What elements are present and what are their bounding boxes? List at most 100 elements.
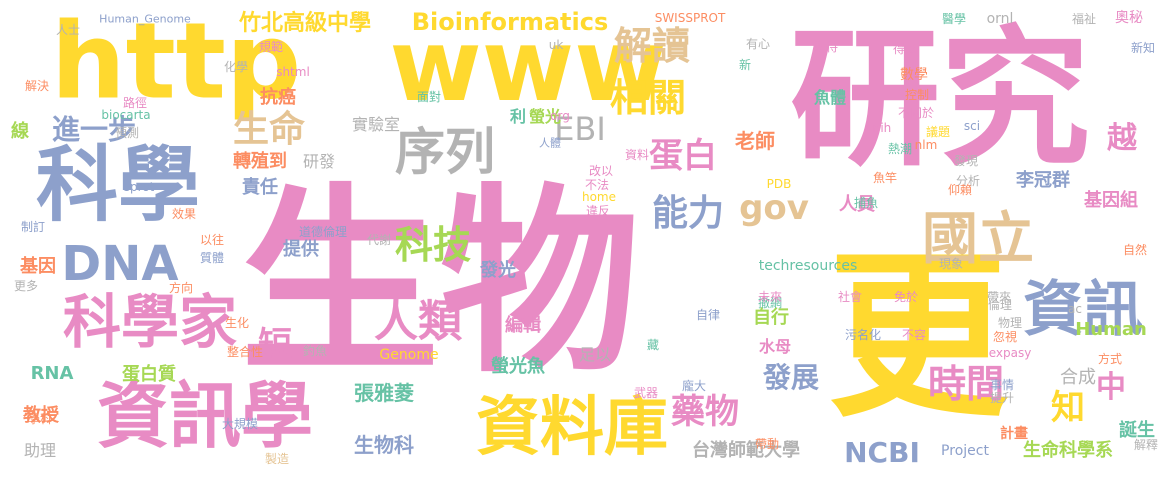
cloud-word: 醫學 bbox=[941, 12, 967, 26]
cloud-word: gov bbox=[739, 188, 809, 228]
cloud-word: 生化 bbox=[224, 316, 250, 330]
cloud-word: sci bbox=[963, 119, 981, 133]
cloud-word: 基因 bbox=[20, 256, 56, 277]
cloud-word: 大規模 bbox=[221, 417, 259, 431]
cloud-word: SWISSPROT bbox=[654, 11, 726, 25]
cloud-word: 預測 bbox=[114, 126, 140, 140]
cloud-word: www bbox=[389, 7, 667, 124]
cloud-word: 竹北高級中學 bbox=[238, 11, 372, 36]
cloud-word: 利 bbox=[509, 107, 527, 126]
cloud-word: 生命 bbox=[232, 109, 306, 150]
cloud-word: 社會 bbox=[837, 290, 863, 304]
cloud-word: 短 bbox=[258, 325, 292, 365]
cloud-word: sprot bbox=[123, 180, 155, 194]
cloud-word: Bioinformatics bbox=[411, 8, 609, 36]
cloud-word: 轉殖到 bbox=[233, 151, 287, 172]
cloud-word: 違反 bbox=[585, 204, 611, 218]
cloud-word: 捕魚 bbox=[853, 196, 879, 210]
cloud-word: 龐大 bbox=[681, 379, 707, 393]
cloud-word: 不法 bbox=[584, 178, 610, 192]
cloud-word: 撤網 bbox=[757, 296, 783, 310]
cloud-word: 新知 bbox=[1130, 41, 1156, 55]
cloud-word: 制訂 bbox=[20, 220, 46, 234]
cloud-word: 足以 bbox=[578, 345, 612, 364]
cloud-word: 事情 bbox=[989, 378, 1015, 392]
cloud-word: 自律 bbox=[695, 308, 721, 322]
cloud-word: 倫理 bbox=[987, 298, 1013, 312]
cloud-word: 人體 bbox=[539, 136, 561, 150]
cloud-word: 編輯 bbox=[505, 315, 541, 336]
cloud-word: 研究 bbox=[789, 13, 1091, 187]
cloud-word: 藥物 bbox=[671, 392, 739, 432]
cloud-word: 提供 bbox=[283, 239, 319, 260]
cloud-word: Human bbox=[1075, 319, 1147, 340]
cloud-word: 序列 bbox=[395, 123, 495, 181]
cloud-word: uk bbox=[548, 38, 564, 52]
cloud-word: 台灣師範大學 bbox=[692, 440, 800, 461]
cloud-word: 帶動 bbox=[754, 437, 780, 451]
cloud-word: DNA bbox=[61, 236, 179, 292]
cloud-word: ac bbox=[1068, 302, 1082, 316]
cloud-word: 蛋白質 bbox=[122, 364, 176, 385]
cloud-word: 知 bbox=[1051, 388, 1085, 428]
cloud-word: 計畫 bbox=[1000, 426, 1028, 442]
cloud-word: 不同於 bbox=[897, 106, 935, 120]
cloud-word: 化學 bbox=[223, 60, 249, 74]
cloud-word: 人類 bbox=[374, 296, 462, 347]
cloud-word: 效果 bbox=[171, 207, 197, 221]
cloud-word: 新 bbox=[738, 58, 752, 72]
cloud-word: 科技 bbox=[394, 223, 472, 267]
cloud-word: 人士 bbox=[55, 23, 81, 37]
cloud-word: PDB bbox=[766, 177, 792, 191]
cloud-word: 仰賴 bbox=[947, 183, 973, 197]
cloud-word: 合成 bbox=[1060, 367, 1096, 388]
cloud-word: 魚竿 bbox=[872, 171, 898, 185]
cloud-word: 蛋白 bbox=[649, 136, 717, 176]
cloud-word: 學科 bbox=[27, 412, 53, 426]
cloud-word: 越 bbox=[1107, 121, 1137, 156]
cloud-word: 發光 bbox=[480, 260, 516, 281]
cloud-word: 提升 bbox=[989, 391, 1015, 405]
cloud-word: nlm bbox=[914, 138, 938, 152]
cloud-word: org bbox=[550, 109, 570, 123]
cloud-word: 現象 bbox=[938, 257, 964, 271]
cloud-word: 中 bbox=[1096, 370, 1126, 405]
cloud-word: 免於 bbox=[893, 290, 919, 304]
cloud-word: 能力 bbox=[651, 193, 725, 234]
cloud-word: 福祉 bbox=[1071, 12, 1097, 26]
cloud-word: 解釋 bbox=[1133, 438, 1159, 452]
cloud-word: ornl bbox=[986, 11, 1014, 27]
cloud-word: home bbox=[581, 190, 617, 204]
cloud-word: 發展 bbox=[762, 361, 820, 394]
cloud-word: 藏 bbox=[646, 338, 660, 352]
cloud-word: 研發 bbox=[302, 152, 336, 171]
cloud-word: 釣魚 bbox=[302, 344, 328, 358]
cloud-word: 帶來 bbox=[986, 290, 1012, 304]
cloud-word: 數學 bbox=[900, 67, 928, 83]
cloud-word: 奧秘 bbox=[1115, 10, 1143, 26]
cloud-word: 張雅菱 bbox=[354, 381, 414, 405]
cloud-word: 自行 bbox=[753, 307, 789, 328]
cloud-word: 責任 bbox=[242, 177, 278, 198]
cloud-word: 魚體 bbox=[813, 88, 847, 107]
cloud-word: 李冠群 bbox=[1016, 170, 1070, 191]
cloud-word: 資料 bbox=[624, 148, 650, 162]
cloud-word: expasy bbox=[988, 346, 1032, 360]
cloud-word: 抗癌 bbox=[260, 87, 296, 108]
cloud-word: 面對 bbox=[416, 90, 442, 104]
cloud-word: 水母 bbox=[758, 337, 792, 356]
cloud-word: 資訊 bbox=[1023, 275, 1143, 345]
cloud-word: 助理 bbox=[23, 441, 57, 460]
cloud-word: nih bbox=[872, 121, 892, 135]
cloud-word: 未來 bbox=[757, 290, 783, 304]
cloud-word: 國立 bbox=[922, 207, 1034, 272]
cloud-word: 生物 bbox=[239, 167, 641, 400]
cloud-word: NCBI bbox=[844, 436, 920, 469]
cloud-word: 自然 bbox=[1122, 243, 1148, 257]
cloud-word: 得以 bbox=[892, 42, 918, 56]
cloud-word: EBI bbox=[554, 110, 606, 148]
cloud-word: 忽視 bbox=[992, 330, 1018, 344]
cloud-word: 資料庫 bbox=[476, 391, 668, 465]
cloud-word: 以往 bbox=[199, 233, 225, 247]
